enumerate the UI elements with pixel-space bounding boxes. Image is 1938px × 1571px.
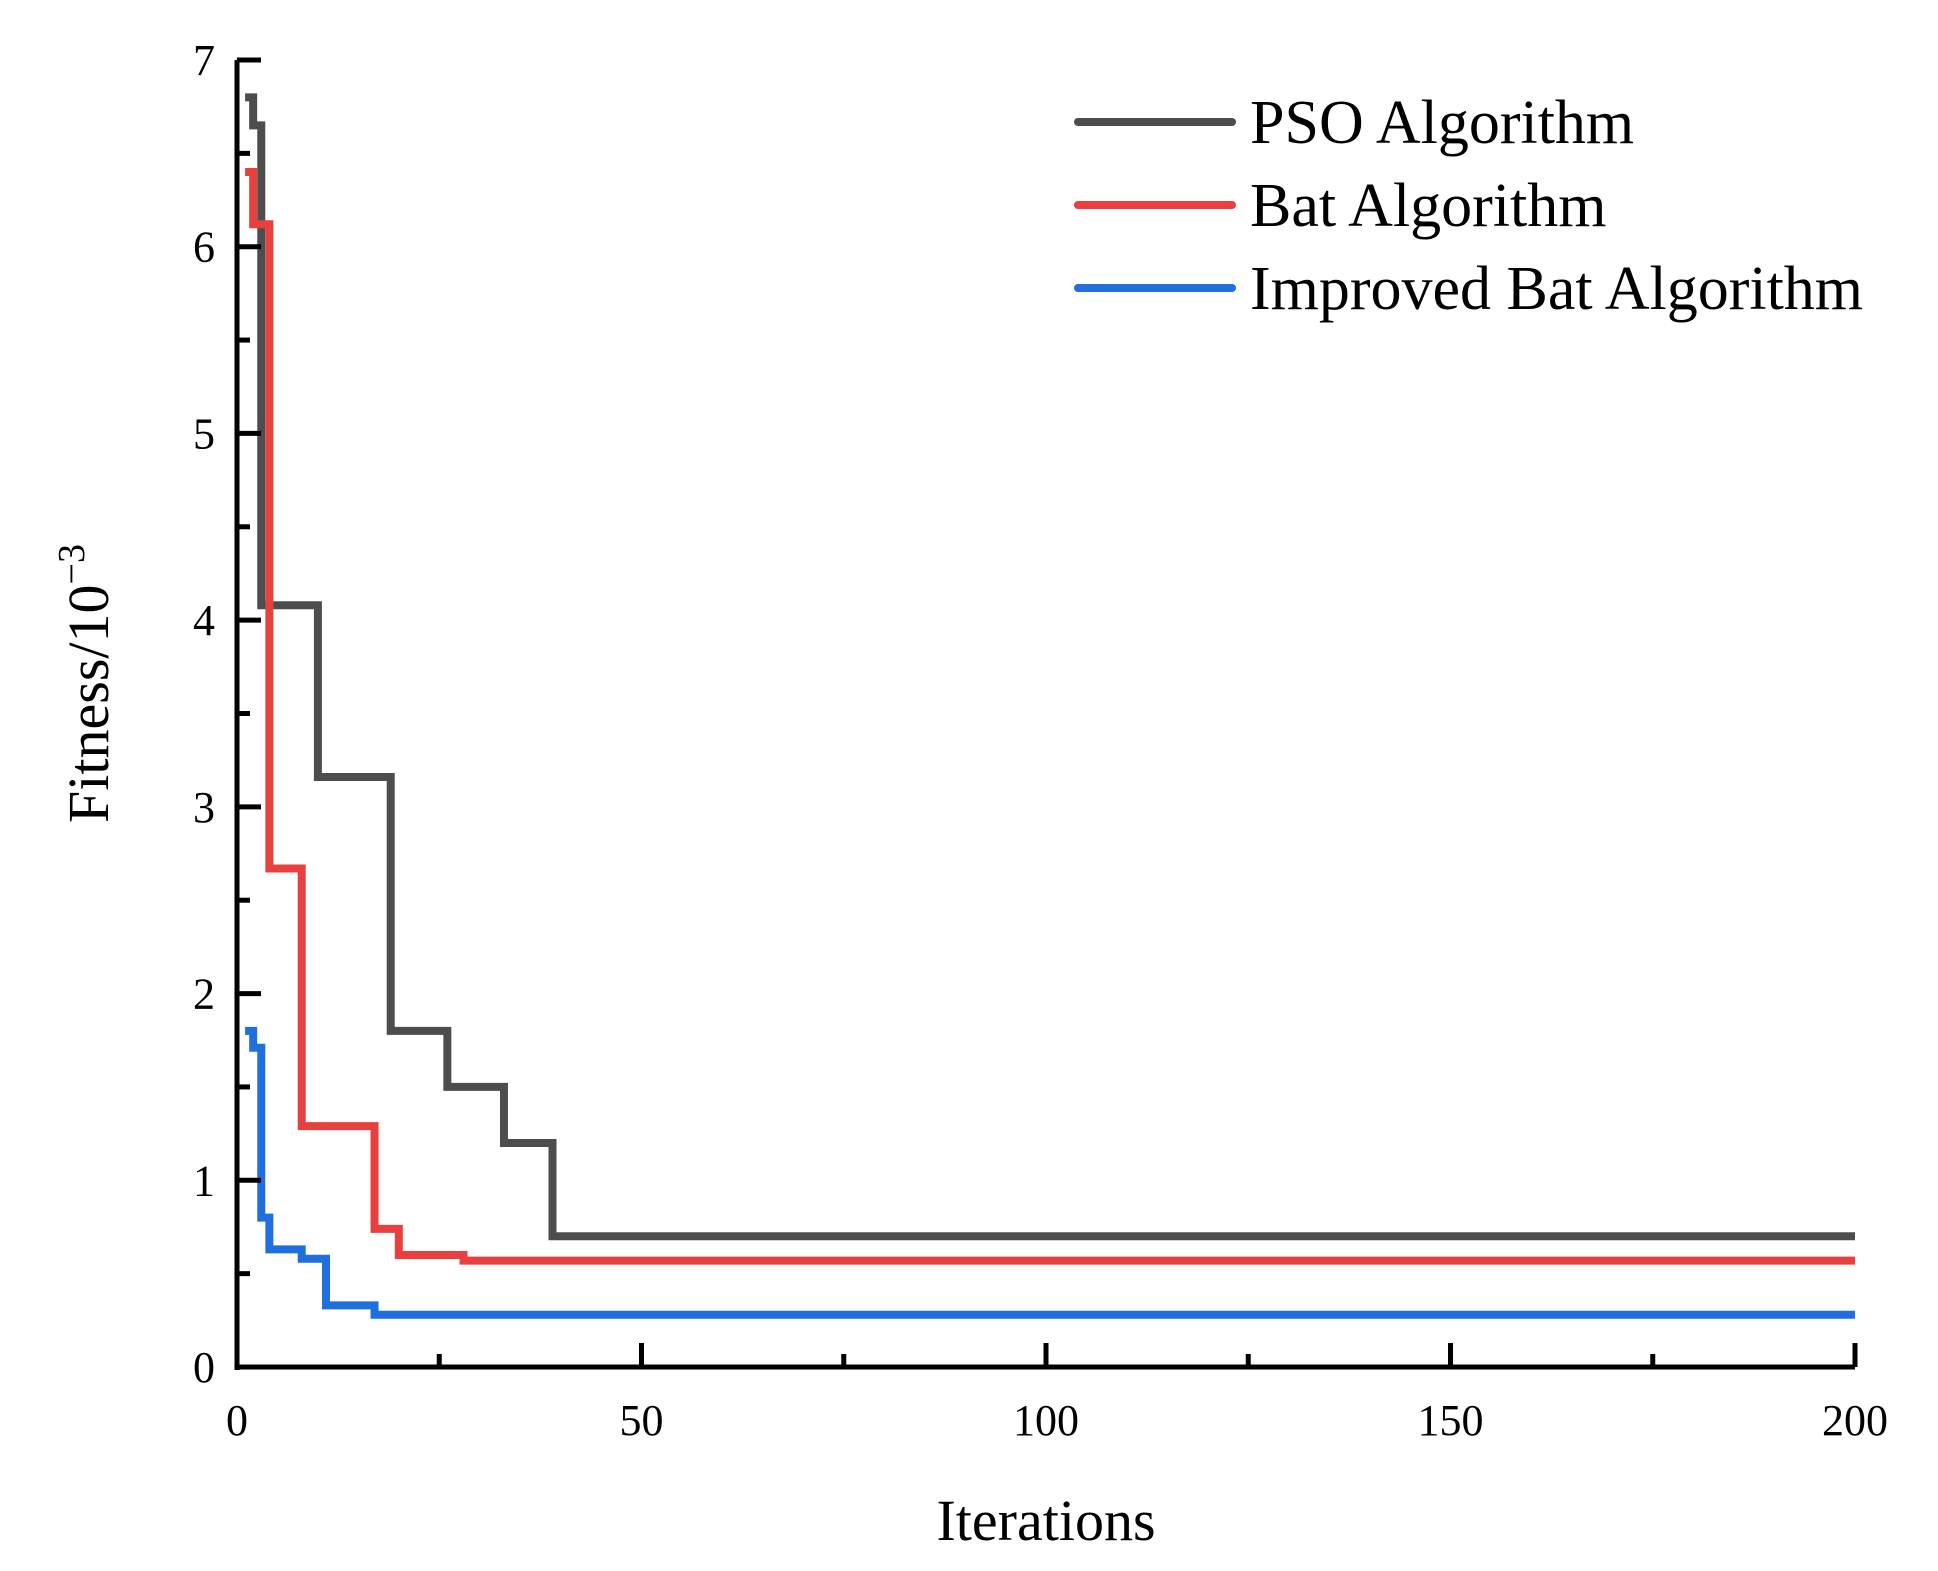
y-axis-title-exponent: −3	[51, 544, 93, 584]
y-tick-label: 4	[193, 596, 215, 645]
y-tick-label: 6	[193, 223, 215, 272]
legend-label-2: Improved Bat Algorithm	[1250, 255, 1863, 323]
series-line-0	[245, 93, 1855, 1241]
y-tick-label: 0	[193, 1343, 215, 1392]
x-tick-label: 100	[1013, 1396, 1079, 1445]
y-axis-title-main: Fitness/10	[56, 584, 121, 823]
y-axis-title: Fitness/10−3	[51, 544, 121, 823]
ticks-layer	[234, 57, 1858, 1370]
x-tick-label: 200	[1822, 1396, 1888, 1445]
x-tick-label: 50	[620, 1396, 664, 1445]
legend-label-1: Bat Algorithm	[1250, 172, 1607, 240]
x-axis-title: Iterations	[936, 1488, 1155, 1553]
y-tick-label: 3	[193, 783, 215, 832]
y-tick-label: 7	[193, 36, 215, 85]
y-tick-label: 5	[193, 409, 215, 458]
x-tick-label: 0	[226, 1396, 248, 1445]
tick-labels-layer: 0 1 2 3 4 5 6 7 0 50 100 150 200	[193, 36, 1888, 1445]
series-line-2	[245, 1026, 1855, 1319]
legend-label-0: PSO Algorithm	[1250, 89, 1634, 157]
series-line-1	[245, 168, 1855, 1265]
x-tick-label: 150	[1418, 1396, 1484, 1445]
legend: PSO Algorithm Bat Algorithm Improved Bat A…	[1074, 89, 1863, 323]
series-layer	[245, 93, 1855, 1319]
y-tick-label: 2	[193, 970, 215, 1019]
y-tick-label: 1	[193, 1156, 215, 1205]
